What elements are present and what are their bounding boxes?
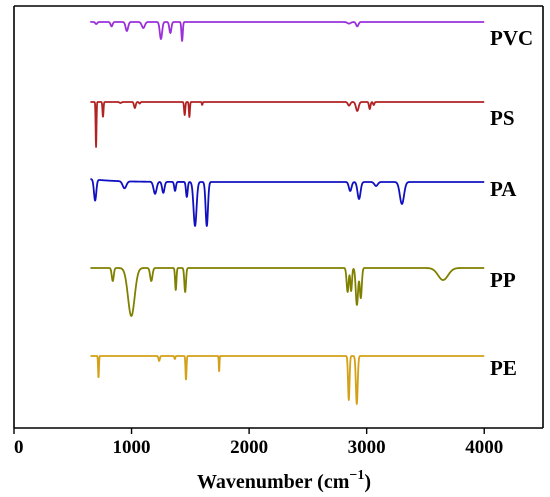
series-label-pe: PE [490, 356, 517, 380]
x-axis-title-main: Wavenumber (cm [197, 471, 350, 493]
x-axis-title-superscript: −1 [349, 468, 364, 483]
spectrum-line-pvc [89, 21, 485, 42]
spectrum-line-pp [89, 267, 485, 317]
spectrum-line-pe [89, 355, 485, 405]
spectra-traces [89, 21, 485, 405]
x-tick-label: 4000 [465, 437, 503, 458]
axes [13, 5, 544, 429]
x-ticks: 0 1000 2000 3000 4000 [13, 428, 503, 458]
x-tick-label: 3000 [348, 437, 386, 458]
series-label-ps: PS [490, 106, 515, 130]
x-tick-label: 0 [14, 437, 24, 458]
spectrum-line-ps [89, 101, 485, 148]
x-tick-label: 2000 [230, 437, 268, 458]
series-label-pvc: PVC [490, 26, 533, 50]
series-labels: PVC PS PA PP PE [490, 26, 533, 380]
x-axis-title: Wavenumber (cm−1) [197, 468, 371, 493]
x-axis-title-close: ) [364, 471, 371, 493]
series-label-pa: PA [490, 177, 517, 201]
series-label-pp: PP [490, 268, 516, 292]
x-tick-label: 1000 [113, 437, 151, 458]
spectrum-line-pa [89, 178, 485, 227]
